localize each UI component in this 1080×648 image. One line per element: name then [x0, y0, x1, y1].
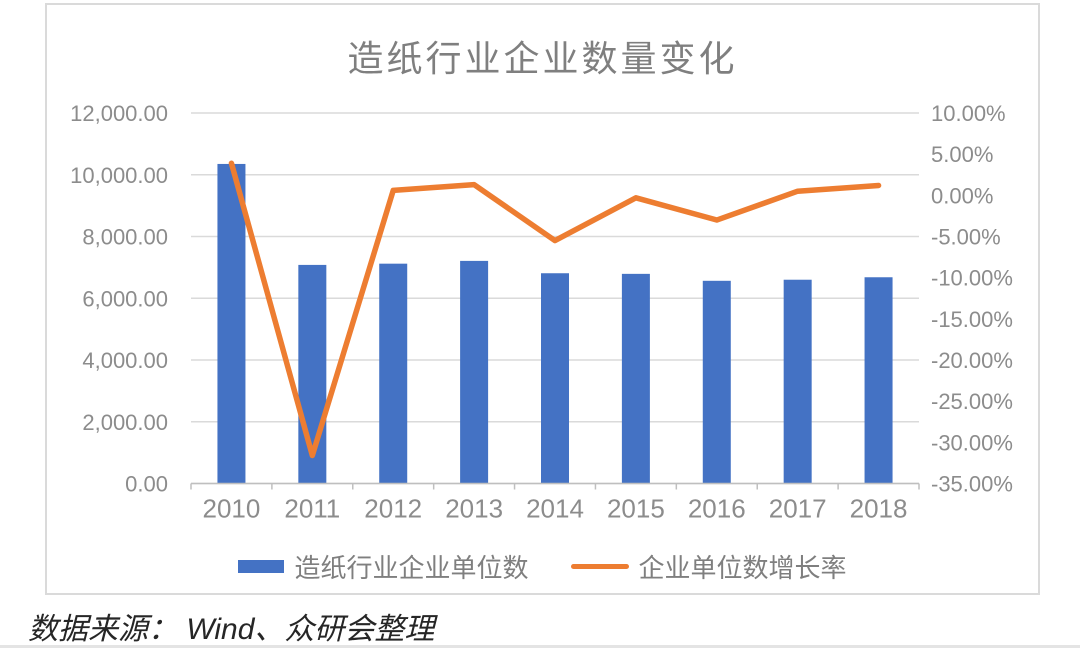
legend-item-growth-rate: 企业单位数增长率 [570, 548, 847, 585]
data-source-note: 数据来源： Wind、众研会整理 [28, 613, 435, 646]
bottom-divider [0, 645, 1080, 648]
bar-2014 [541, 273, 569, 484]
left-axis-label: 12,000.00 [70, 101, 168, 126]
right-axis-label: -10.00% [931, 266, 1013, 291]
bar-2013 [460, 260, 489, 484]
x-axis-label: 2012 [364, 494, 422, 524]
right-axis-label: -30.00% [931, 430, 1013, 455]
chart-legend: 造纸行业企业单位数 企业单位数增长率 [47, 548, 1038, 585]
x-axis-label: 2013 [445, 494, 503, 524]
right-axis-label: -5.00% [931, 225, 1001, 250]
x-axis-label: 2011 [284, 494, 340, 524]
chart-card: 造纸行业企业数量变化 12,000.00 10,000.00 8,000.00 6,0… [45, 3, 1040, 595]
chart-plot-area: 12,000.00 10,000.00 8,000.00 6,000.00 4,000.… [70, 101, 1013, 524]
growth-rate-line [228, 160, 882, 459]
legend-line-swatch [570, 564, 629, 569]
bar-2017 [783, 279, 812, 484]
x-axis-label: 2010 [203, 494, 261, 524]
bar-2018 [864, 277, 893, 484]
x-axis-label: 2015 [607, 494, 665, 524]
right-axis-label: -15.00% [931, 307, 1013, 332]
x-axis-label: 2017 [769, 494, 827, 524]
legend-bar-swatch [238, 560, 285, 573]
x-axis-label: 2014 [526, 494, 584, 524]
left-axis-label: 6,000.00 [82, 286, 168, 311]
right-axis-label: -25.00% [931, 389, 1013, 414]
left-axis-label: 2,000.00 [82, 410, 168, 435]
bar-2012 [379, 263, 408, 484]
left-axis-label: 8,000.00 [82, 225, 168, 250]
right-axis-label: -20.00% [931, 348, 1013, 373]
chart-title: 造纸行业企业数量变化 [347, 38, 738, 79]
x-axis-label: 2016 [688, 494, 746, 524]
right-axis-label: -35.00% [931, 472, 1013, 497]
bar-2015 [621, 273, 650, 484]
bar-2016 [702, 280, 731, 484]
right-axis-label: 0.00% [931, 183, 993, 208]
legend-item-enterprise-count: 造纸行业企业单位数 [238, 548, 529, 585]
left-axis-label: 4,000.00 [82, 348, 168, 373]
left-axis-label: 10,000.00 [70, 163, 168, 188]
legend-label-enterprise-count: 造纸行业企业单位数 [294, 553, 529, 583]
x-axis-label: 2018 [850, 494, 908, 524]
legend-label-growth-rate: 企业单位数增长率 [638, 553, 847, 583]
right-axis-label: 5.00% [931, 142, 993, 167]
right-axis-label: 10.00% [931, 101, 1006, 126]
bar-2010 [217, 163, 246, 484]
left-axis-label: 0.00 [125, 472, 168, 497]
